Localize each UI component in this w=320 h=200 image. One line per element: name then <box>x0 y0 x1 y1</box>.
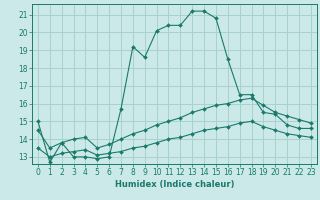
X-axis label: Humidex (Indice chaleur): Humidex (Indice chaleur) <box>115 180 234 189</box>
